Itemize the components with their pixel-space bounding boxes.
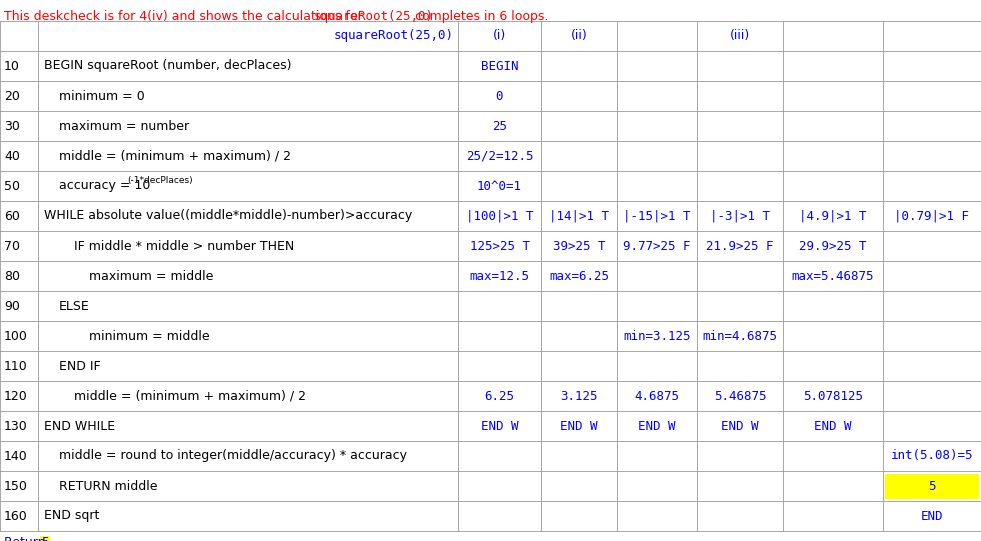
Text: squareRoot(25,0): squareRoot(25,0)	[314, 10, 434, 23]
Text: maximum = middle: maximum = middle	[89, 269, 214, 282]
Text: 40: 40	[4, 149, 20, 162]
Text: 160: 160	[4, 510, 27, 523]
Text: max=6.25: max=6.25	[549, 269, 609, 282]
Text: 125>25 T: 125>25 T	[470, 240, 530, 253]
Text: END sqrt: END sqrt	[44, 510, 99, 523]
Text: 90: 90	[4, 300, 20, 313]
Text: END IF: END IF	[59, 360, 101, 373]
Text: END WHILE: END WHILE	[44, 419, 115, 432]
Text: completes in 6 loops.: completes in 6 loops.	[411, 10, 548, 23]
Text: squareRoot(25,0): squareRoot(25,0)	[334, 30, 454, 43]
Text: END: END	[921, 510, 944, 523]
Text: 60: 60	[4, 209, 20, 222]
Text: |100|>1 T: |100|>1 T	[466, 209, 534, 222]
Text: WHILE absolute value((middle*middle)-number)>accuracy: WHILE absolute value((middle*middle)-num…	[44, 209, 412, 222]
Text: 5.078125: 5.078125	[803, 390, 863, 403]
Text: 5: 5	[928, 479, 936, 492]
Text: int(5.08)=5: int(5.08)=5	[891, 450, 973, 463]
Text: middle = (minimum + maximum) / 2: middle = (minimum + maximum) / 2	[59, 149, 291, 162]
Text: 20: 20	[4, 89, 20, 102]
Text: 21.9>25 F: 21.9>25 F	[706, 240, 774, 253]
Text: This deskcheck is for 4(iv) and shows the calculations for: This deskcheck is for 4(iv) and shows th…	[4, 10, 367, 23]
Text: 5: 5	[41, 537, 48, 541]
Text: END W: END W	[560, 419, 597, 432]
Bar	[40, 536, 50, 541]
Text: IF middle * middle > number THEN: IF middle * middle > number THEN	[74, 240, 294, 253]
Text: 100: 100	[4, 329, 27, 342]
Text: 50: 50	[4, 180, 20, 193]
Text: maximum = number: maximum = number	[59, 120, 189, 133]
Text: Return: Return	[4, 537, 49, 541]
Text: 39>25 T: 39>25 T	[552, 240, 605, 253]
Bar	[885, 474, 979, 499]
Text: accuracy = 10: accuracy = 10	[59, 180, 150, 193]
Text: (i): (i)	[492, 30, 506, 43]
Text: 9.77>25 F: 9.77>25 F	[623, 240, 691, 253]
Text: ELSE: ELSE	[59, 300, 89, 313]
Text: 29.9>25 T: 29.9>25 T	[800, 240, 867, 253]
Text: 6.25: 6.25	[485, 390, 514, 403]
Text: 80: 80	[4, 269, 20, 282]
Text: max=12.5: max=12.5	[470, 269, 530, 282]
Text: |-3|>1 T: |-3|>1 T	[710, 209, 770, 222]
Text: END W: END W	[814, 419, 852, 432]
Text: 10: 10	[4, 60, 20, 72]
Text: max=5.46875: max=5.46875	[792, 269, 874, 282]
Text: min=3.125: min=3.125	[623, 329, 691, 342]
Text: RETURN middle: RETURN middle	[59, 479, 158, 492]
Text: END W: END W	[639, 419, 676, 432]
Text: 150: 150	[4, 479, 27, 492]
Text: 130: 130	[4, 419, 27, 432]
Text: middle = (minimum + maximum) / 2: middle = (minimum + maximum) / 2	[74, 390, 306, 403]
Text: 120: 120	[4, 390, 27, 403]
Text: (-1*decPlaces): (-1*decPlaces)	[128, 176, 193, 186]
Text: minimum = 0: minimum = 0	[59, 89, 145, 102]
Text: 10^0=1: 10^0=1	[477, 180, 522, 193]
Text: 4.6875: 4.6875	[635, 390, 680, 403]
Text: BEGIN squareRoot (number, decPlaces): BEGIN squareRoot (number, decPlaces)	[44, 60, 291, 72]
Text: (iii): (iii)	[730, 30, 750, 43]
Text: 0: 0	[495, 89, 503, 102]
Text: 3.125: 3.125	[560, 390, 597, 403]
Text: 5.46875: 5.46875	[714, 390, 766, 403]
Text: 30: 30	[4, 120, 20, 133]
Text: END W: END W	[481, 419, 518, 432]
Text: minimum = middle: minimum = middle	[89, 329, 210, 342]
Text: min=4.6875: min=4.6875	[702, 329, 778, 342]
Text: |4.9|>1 T: |4.9|>1 T	[800, 209, 867, 222]
Text: END W: END W	[721, 419, 758, 432]
Text: 25: 25	[492, 120, 507, 133]
Text: 110: 110	[4, 360, 27, 373]
Text: |0.79|>1 F: |0.79|>1 F	[895, 209, 969, 222]
Text: |-15|>1 T: |-15|>1 T	[623, 209, 691, 222]
Text: BEGIN: BEGIN	[481, 60, 518, 72]
Text: 25/2=12.5: 25/2=12.5	[466, 149, 534, 162]
Text: middle = round to integer(middle/accuracy) * accuracy: middle = round to integer(middle/accurac…	[59, 450, 407, 463]
Text: 70: 70	[4, 240, 20, 253]
Text: |14|>1 T: |14|>1 T	[549, 209, 609, 222]
Text: 140: 140	[4, 450, 27, 463]
Text: (ii): (ii)	[571, 30, 588, 43]
